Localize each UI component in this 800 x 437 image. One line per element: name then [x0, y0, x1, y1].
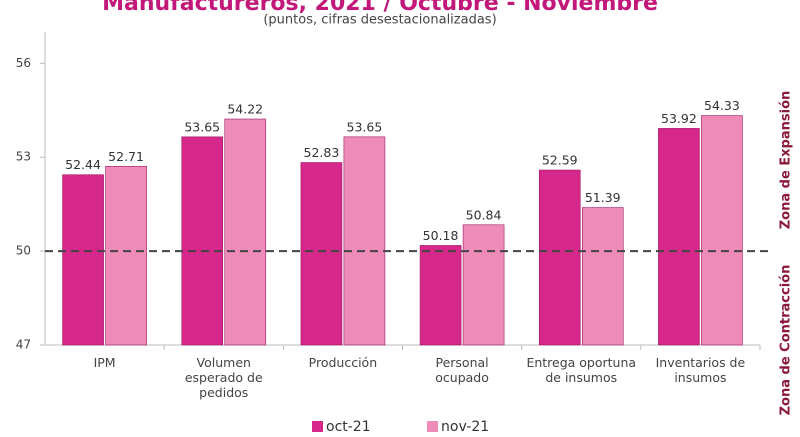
x-tick-label: Producción: [308, 355, 378, 370]
x-tick-label: Volumen esperado de pedidos: [184, 355, 263, 400]
bar: [105, 165, 147, 346]
bar: [181, 136, 224, 346]
data-label: 51.39: [585, 190, 621, 205]
chart-subtitle: (puntos, cifras desestacionalizadas): [263, 13, 496, 28]
x-tick-label: Personal ocupado: [435, 355, 489, 385]
y-tick-label: 53: [16, 150, 31, 164]
data-label: 52.59: [542, 153, 578, 168]
bar: [701, 115, 743, 346]
data-label: 53.65: [184, 119, 220, 134]
data-label: 52.83: [304, 145, 340, 160]
legend-swatch: [427, 421, 438, 432]
chart-title: Manufactureros, 2021 / Octubre - Noviemb…: [102, 0, 658, 16]
data-label: 50.18: [423, 228, 459, 243]
bar: [300, 162, 343, 346]
bar: [581, 207, 624, 346]
x-tick-label: Inventarios de insumos: [655, 355, 746, 385]
data-label: 53.92: [661, 111, 697, 126]
zone-above: Zona de Expansión: [779, 91, 794, 230]
y-tick-label: 47: [16, 338, 31, 352]
zone-below: Zona de Contracción: [779, 265, 794, 416]
data-label: 50.84: [466, 207, 502, 222]
data-label: 54.22: [227, 102, 263, 117]
bar: [658, 128, 700, 346]
data-label: 52.71: [108, 149, 144, 164]
y-tick-label: 50: [16, 244, 31, 258]
x-tick-label: IPM: [93, 355, 116, 370]
bar: [538, 169, 581, 346]
data-label: 52.44: [65, 157, 101, 172]
legend-label: nov-21: [441, 419, 489, 435]
bar: [462, 224, 505, 346]
x-tick-label: Entrega oportuna de insumos: [526, 355, 637, 385]
legend-swatch: [312, 421, 323, 432]
data-label: 53.65: [347, 119, 383, 134]
bar: [62, 174, 104, 346]
bar: [419, 245, 462, 346]
bar: [343, 136, 386, 346]
legend-label: oct-21: [326, 419, 371, 435]
bar: [224, 118, 267, 346]
data-label: 54.33: [704, 98, 740, 113]
y-tick-label: 56: [16, 56, 31, 70]
